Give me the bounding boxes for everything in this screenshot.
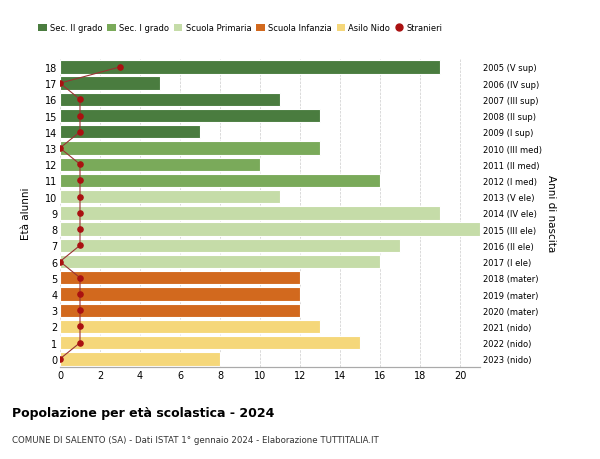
Point <box>55 80 65 88</box>
Bar <box>60 158 260 172</box>
Point <box>75 96 85 104</box>
Point <box>75 194 85 201</box>
Point <box>75 226 85 233</box>
Point <box>55 145 65 152</box>
Bar <box>60 142 320 155</box>
Point <box>75 274 85 282</box>
Bar <box>60 174 380 188</box>
Bar <box>60 61 440 74</box>
Point <box>75 339 85 347</box>
Point <box>75 307 85 314</box>
Bar <box>60 353 220 366</box>
Point <box>75 129 85 136</box>
Bar <box>60 223 480 236</box>
Point <box>75 291 85 298</box>
Point <box>75 177 85 185</box>
Point <box>115 64 125 72</box>
Bar <box>60 272 300 285</box>
Bar <box>60 255 380 269</box>
Bar <box>60 77 160 90</box>
Text: COMUNE DI SALENTO (SA) - Dati ISTAT 1° gennaio 2024 - Elaborazione TUTTITALIA.IT: COMUNE DI SALENTO (SA) - Dati ISTAT 1° g… <box>12 435 379 444</box>
Bar <box>60 207 440 220</box>
Bar <box>60 239 400 252</box>
Point <box>75 210 85 217</box>
Bar <box>60 304 300 317</box>
Bar <box>60 190 280 204</box>
Text: Popolazione per età scolastica - 2024: Popolazione per età scolastica - 2024 <box>12 406 274 419</box>
Point <box>75 323 85 330</box>
Bar <box>60 336 360 350</box>
Bar <box>60 94 280 107</box>
Bar <box>60 288 300 301</box>
Bar <box>60 320 320 333</box>
Point <box>55 258 65 266</box>
Y-axis label: Anni di nascita: Anni di nascita <box>545 175 556 252</box>
Point <box>55 355 65 363</box>
Bar <box>60 126 200 139</box>
Legend: Sec. II grado, Sec. I grado, Scuola Primaria, Scuola Infanzia, Asilo Nido, Stran: Sec. II grado, Sec. I grado, Scuola Prim… <box>35 21 446 36</box>
Point <box>75 242 85 250</box>
Y-axis label: Età alunni: Età alunni <box>20 187 31 240</box>
Bar <box>60 110 320 123</box>
Point <box>75 112 85 120</box>
Point <box>75 161 85 168</box>
